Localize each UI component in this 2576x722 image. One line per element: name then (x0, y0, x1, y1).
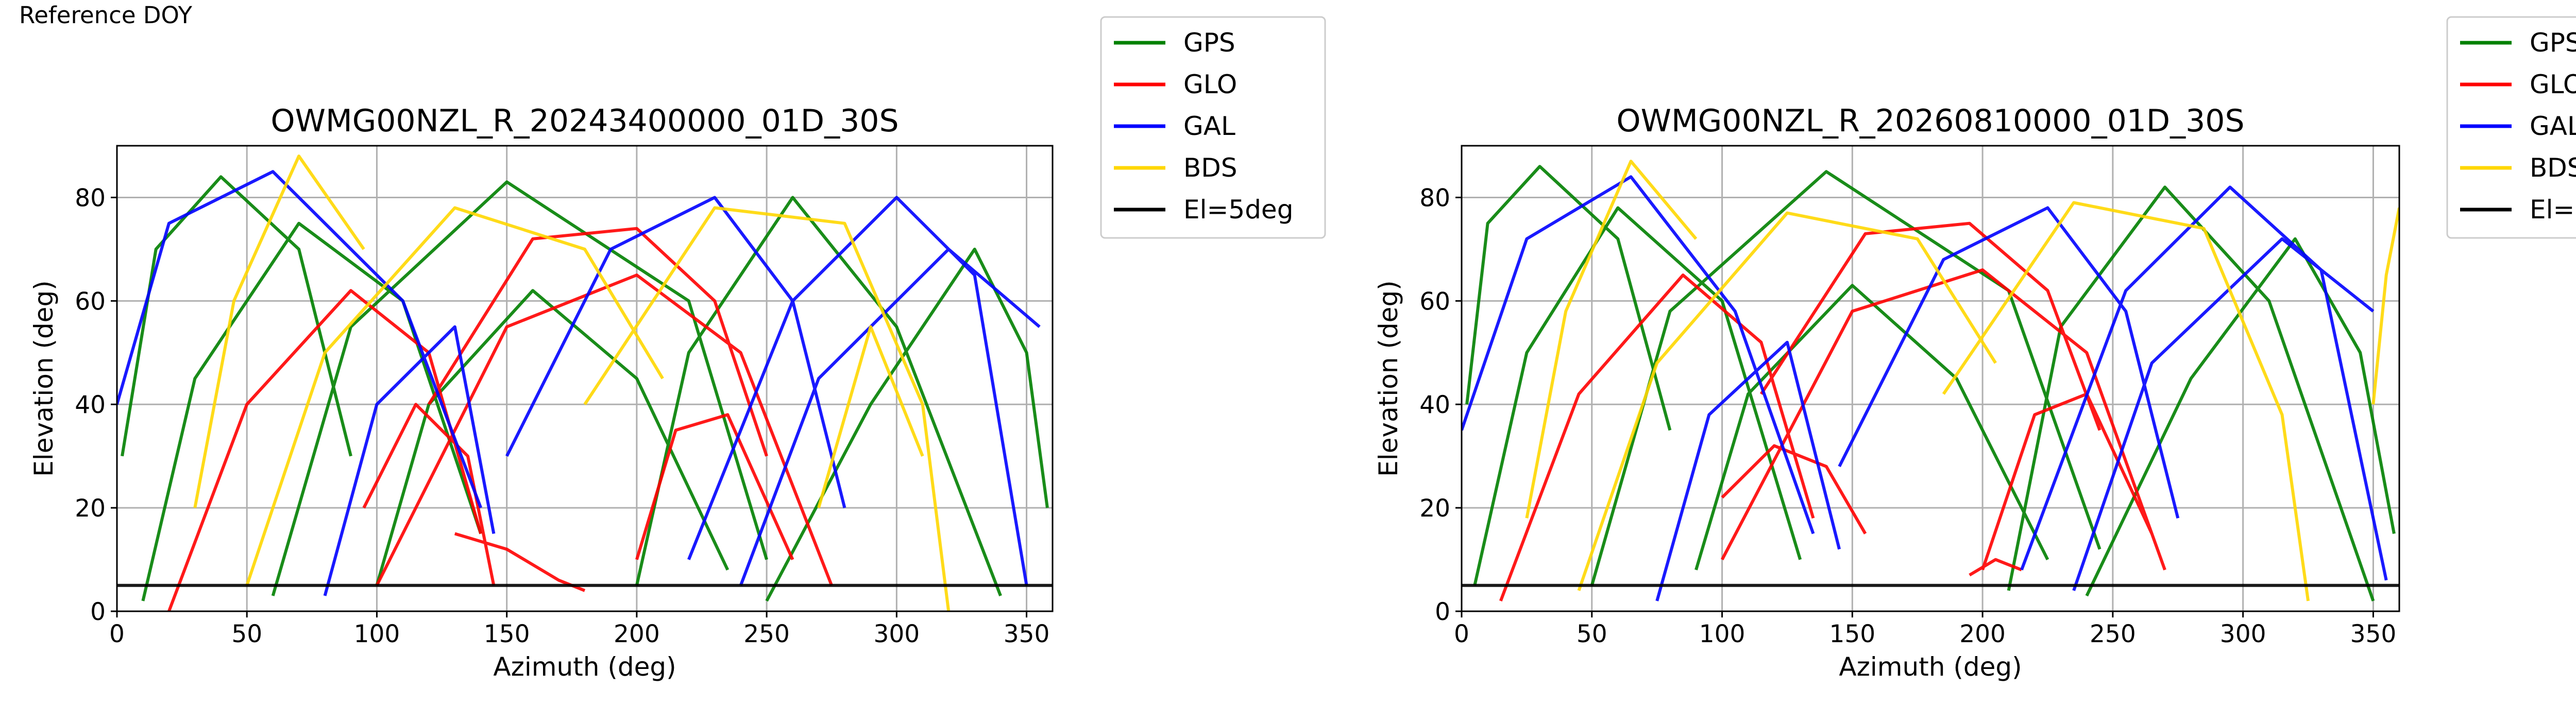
plot-frame (1461, 145, 2400, 612)
series-line (1525, 160, 2399, 601)
y-tick-label: 60 (1419, 287, 1450, 316)
x-tick-label: 250 (743, 620, 790, 648)
legend-label: El=5deg (1183, 195, 1293, 225)
y-tick-label: 40 (75, 391, 106, 419)
x-axis-label: Azimuth (deg) (1839, 652, 2022, 682)
legend-label: GLO (2530, 70, 2576, 99)
y-tick-label: 0 (90, 598, 106, 626)
y-tick-label: 80 (75, 184, 106, 212)
y-tick-label: 40 (1419, 391, 1450, 419)
x-tick-label: 250 (2090, 620, 2136, 648)
legend-label: El=5deg (2530, 195, 2576, 225)
y-tick-label: 60 (75, 287, 106, 316)
legend-label: GPS (1183, 28, 1235, 58)
y-tick-label: 20 (75, 494, 106, 523)
x-tick-label: 300 (873, 620, 920, 648)
x-tick-label: 100 (1699, 620, 1745, 648)
plot-frame (116, 145, 1054, 612)
x-tick-label: 350 (1004, 620, 1050, 648)
series-line (1499, 221, 2166, 601)
x-tick-label: 100 (354, 620, 400, 648)
x-axis-label: Azimuth (deg) (493, 652, 676, 682)
x-tick-label: 200 (1959, 620, 2006, 648)
series-line (167, 227, 833, 611)
legend-label: BDS (1183, 153, 1238, 183)
legend-label: GPS (2530, 28, 2576, 58)
y-axis-label: Elevation (deg) (29, 280, 59, 476)
x-tick-label: 0 (1454, 620, 1469, 648)
x-tick-label: 300 (2220, 620, 2266, 648)
legend-box (1100, 16, 1326, 239)
figure-label: Reference DOY (19, 2, 193, 29)
y-tick-label: 0 (1435, 598, 1450, 626)
y-tick-label: 80 (1419, 184, 1450, 212)
legend-box (2446, 16, 2576, 239)
series-line (193, 154, 951, 611)
series-line (117, 170, 1041, 596)
legend-label: BDS (2530, 153, 2576, 183)
chart-title: OWMG00NZL_R_20260810000_01D_30S (1616, 103, 2244, 139)
y-axis-label: Elevation (deg) (1374, 280, 1403, 476)
x-tick-label: 0 (109, 620, 125, 648)
legend-label: GAL (1183, 111, 1235, 141)
series-line (1462, 175, 2388, 601)
x-tick-label: 200 (614, 620, 660, 648)
chart-title: OWMG00NZL_R_20243400000_01D_30S (270, 103, 899, 139)
legend-label: GLO (1183, 70, 1237, 99)
y-tick-label: 20 (1419, 494, 1450, 523)
legend-label: GAL (2530, 111, 2576, 141)
x-tick-label: 50 (1577, 620, 1607, 648)
x-tick-label: 350 (2350, 620, 2397, 648)
plot-area (1462, 146, 2399, 611)
series-line (1465, 165, 2396, 601)
x-tick-label: 150 (484, 620, 530, 648)
x-tick-label: 150 (1829, 620, 1875, 648)
x-tick-label: 50 (231, 620, 262, 648)
series-line (121, 175, 1049, 602)
